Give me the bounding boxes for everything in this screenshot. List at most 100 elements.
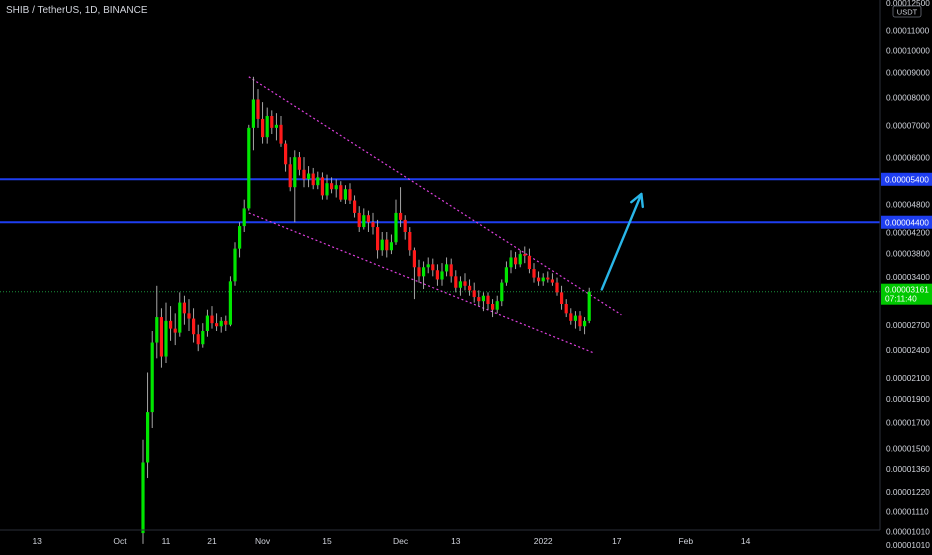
candle-body: [251, 99, 255, 128]
candle-body: [178, 302, 182, 333]
candle-body: [527, 255, 531, 270]
time-tick-label: 13: [451, 536, 461, 546]
price-tick-label: 0.00001220: [886, 487, 930, 497]
candle-body: [385, 239, 389, 251]
candle-body: [555, 282, 559, 293]
price-tick-label: 0.00003800: [886, 248, 930, 258]
candle-body: [564, 303, 568, 314]
candle-body: [569, 313, 573, 321]
price-tick-label: 0.00001700: [886, 417, 930, 427]
candle-body: [573, 315, 577, 321]
candle-body: [265, 116, 269, 138]
candle-body: [550, 279, 554, 283]
candle-body: [504, 267, 508, 283]
candle-body: [343, 189, 347, 200]
candle-body: [302, 169, 306, 180]
time-tick-label: 14: [741, 536, 751, 546]
channel-lower-line[interactable]: [248, 212, 595, 354]
candle-body: [228, 281, 232, 325]
price-tick-label: 0.00007000: [886, 120, 930, 130]
projection-arrow-head: [630, 192, 644, 209]
candle-body: [316, 177, 320, 186]
time-tick-label: 21: [207, 536, 217, 546]
candle-body: [293, 157, 297, 188]
price-axis[interactable]: 0.00011000 0.00010000 0.00009000 0.00008000…: [879, 0, 932, 550]
candle-body: [150, 342, 154, 413]
candle-body: [297, 157, 301, 170]
candle-body: [509, 257, 513, 268]
time-tick-label: 15: [322, 536, 332, 546]
candle-body: [146, 412, 150, 463]
price-tick-label: 0.00004200: [886, 228, 930, 238]
unit-badge: [892, 5, 922, 18]
candle-body: [454, 276, 458, 288]
candle-body: [320, 177, 324, 196]
candle-body: [412, 250, 416, 268]
price-tick-label: 0.00004800: [886, 199, 930, 209]
falling-channel: [248, 76, 622, 354]
candle-body: [463, 281, 467, 286]
candle-body: [210, 315, 214, 324]
candle-body: [288, 164, 292, 188]
candle-body: [371, 222, 375, 228]
candle-body: [224, 320, 228, 325]
candle-body: [449, 264, 453, 277]
candle-body: [537, 277, 541, 282]
candle-body: [339, 185, 343, 200]
candle-body: [477, 297, 481, 302]
candle-body: [256, 99, 260, 119]
candle-body: [583, 320, 587, 327]
candle-body: [445, 264, 449, 272]
candle-body: [187, 313, 191, 319]
candle-body: [486, 295, 490, 304]
current-price-label: 0.00003161: [885, 285, 929, 295]
candle-body: [330, 183, 334, 190]
candle-body: [357, 212, 361, 228]
candle-body: [541, 277, 545, 282]
price-tick-label: 0.00001500: [886, 444, 930, 454]
candle-body: [426, 264, 430, 268]
candle-body: [468, 285, 472, 291]
candle-body: [532, 269, 536, 278]
price-tick-label: 0.00010000: [886, 45, 930, 55]
candle-body: [417, 267, 421, 277]
candle-body: [284, 143, 288, 165]
candle-body: [399, 212, 403, 220]
candle-body: [279, 124, 283, 144]
price-tick-label: 0.00009000: [886, 68, 930, 78]
level-badge-label: 0.00005400: [885, 174, 929, 184]
candle-body: [141, 462, 145, 534]
candle-body: [201, 331, 205, 345]
horizontal-levels: [0, 178, 880, 224]
candle-body: [491, 303, 495, 310]
candle-body: [261, 118, 265, 138]
candle-body: [472, 290, 476, 298]
price-tick-label: 0.00003400: [886, 272, 930, 282]
candle-body: [422, 267, 426, 277]
time-axis[interactable]: 13 Oct 11 21 Nov 15 Dec 13 2022 17 Feb 14: [0, 529, 880, 546]
candle-body: [215, 323, 219, 327]
candle-body: [546, 277, 550, 280]
candle-body: [481, 295, 485, 302]
candle-body: [389, 242, 393, 251]
candle-body: [169, 320, 173, 329]
candlestick-series: [141, 76, 591, 544]
candle-body: [247, 127, 251, 209]
candle-body: [587, 291, 591, 321]
channel-upper-line[interactable]: [248, 76, 622, 316]
level-badge: [881, 215, 932, 229]
current-price-badge[interactable]: [881, 283, 932, 305]
time-tick-label: Dec: [393, 536, 409, 546]
unit-badge-label: USDT: [897, 8, 918, 17]
candle-body: [164, 320, 168, 357]
candle-body: [173, 328, 177, 333]
time-tick-label: 17: [612, 536, 622, 546]
time-tick-label: Oct: [113, 536, 127, 546]
candle-body: [192, 318, 196, 335]
projection-arrow-shaft[interactable]: [600, 192, 643, 291]
candle-body: [458, 281, 462, 288]
price-tick-label: 0.00002100: [886, 373, 930, 383]
price-tick-label: 0.00006000: [886, 153, 930, 163]
